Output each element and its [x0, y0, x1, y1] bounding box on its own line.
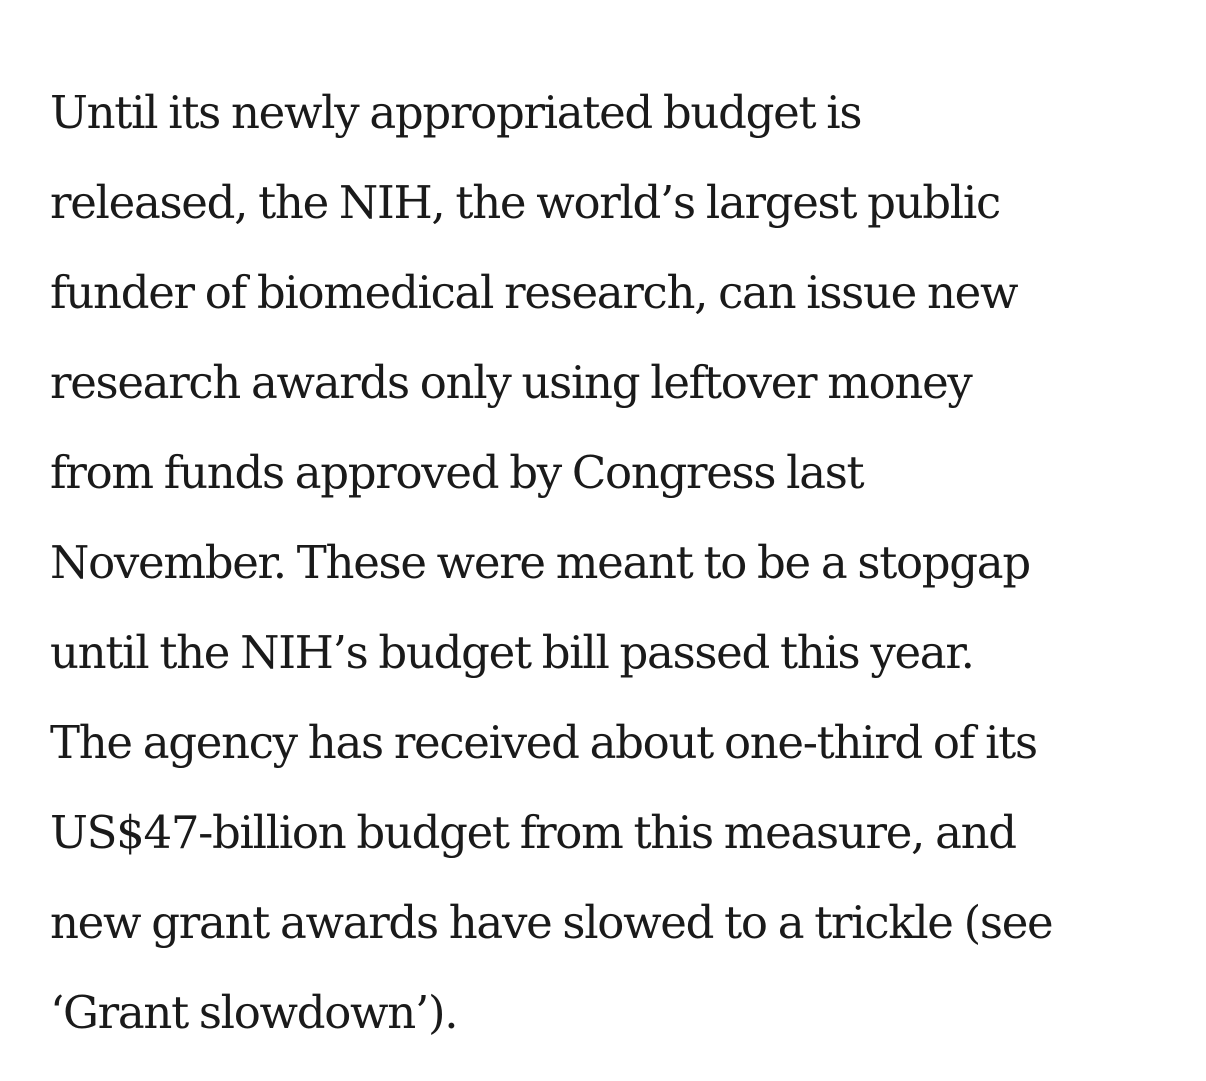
article-paragraph: Until its newly appropriated budget is r… — [50, 68, 1166, 1058]
paragraph-line: released, the NIH, the world’s largest p… — [50, 176, 1001, 229]
paragraph-line: November. These were meant to be a stopg… — [50, 536, 1031, 589]
paragraph-line: US$47-billion budget from this measure, … — [50, 806, 1017, 859]
paragraph-line: ‘Grant slowdown’). — [50, 986, 459, 1039]
paragraph-line: Until its newly appropriated budget is — [50, 86, 862, 139]
paragraph-line: research awards only using leftover mone… — [50, 356, 973, 409]
paragraph-line: funder of biomedical research, can issue… — [50, 266, 1018, 319]
paragraph-line: The agency has received about one-third … — [50, 716, 1038, 769]
paragraph-line: until the NIH’s budget bill passed this … — [50, 626, 975, 679]
paragraph-line: from funds approved by Congress last — [50, 446, 865, 499]
paragraph-line: new grant awards have slowed to a trickl… — [50, 896, 1054, 949]
